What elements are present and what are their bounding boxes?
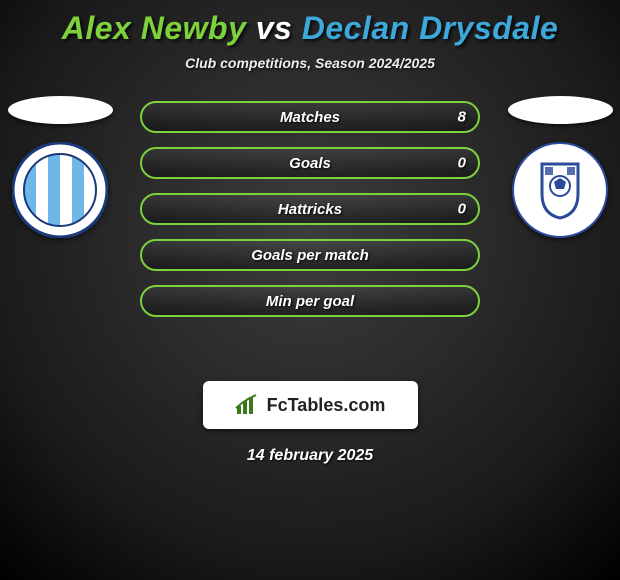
stat-right-value: 0	[458, 201, 466, 218]
stat-right-value: 0	[458, 155, 466, 172]
player2-avatar-column	[505, 96, 615, 238]
player1-name: Alex Newby	[62, 10, 247, 46]
stat-label: Goals	[289, 155, 331, 172]
stat-bar-list: Matches 8 Goals 0 Hattricks 0 Goals per match M…	[140, 101, 480, 317]
player1-avatar-column	[5, 96, 115, 238]
stat-bar: Matches 8	[140, 101, 480, 133]
colchester-united-crest	[12, 142, 108, 238]
stat-bar: Min per goal	[140, 285, 480, 317]
player1-head-placeholder	[8, 96, 113, 124]
stat-bar: Goals 0	[140, 147, 480, 179]
stat-bar: Hattricks 0	[140, 193, 480, 225]
snapshot-date: 14 february 2025	[0, 447, 620, 465]
player2-head-placeholder	[508, 96, 613, 124]
stat-label: Goals per match	[251, 247, 369, 264]
bar-chart-icon	[235, 394, 261, 416]
stat-label: Hattricks	[278, 201, 342, 218]
stat-right-value: 8	[458, 109, 466, 126]
fctables-logo-text: FcTables.com	[267, 395, 386, 416]
page-title: Alex Newby vs Declan Drysdale	[0, 0, 620, 47]
comparison-panel: Matches 8 Goals 0 Hattricks 0 Goals per match M…	[0, 101, 620, 361]
tranmere-rovers-crest	[512, 142, 608, 238]
vs-text: vs	[256, 10, 293, 46]
stat-label: Min per goal	[266, 293, 354, 310]
fctables-logo[interactable]: FcTables.com	[203, 381, 418, 429]
stat-label: Matches	[280, 109, 340, 126]
stat-bar: Goals per match	[140, 239, 480, 271]
player2-name: Declan Drysdale	[302, 10, 559, 46]
subtitle: Club competitions, Season 2024/2025	[0, 55, 620, 71]
